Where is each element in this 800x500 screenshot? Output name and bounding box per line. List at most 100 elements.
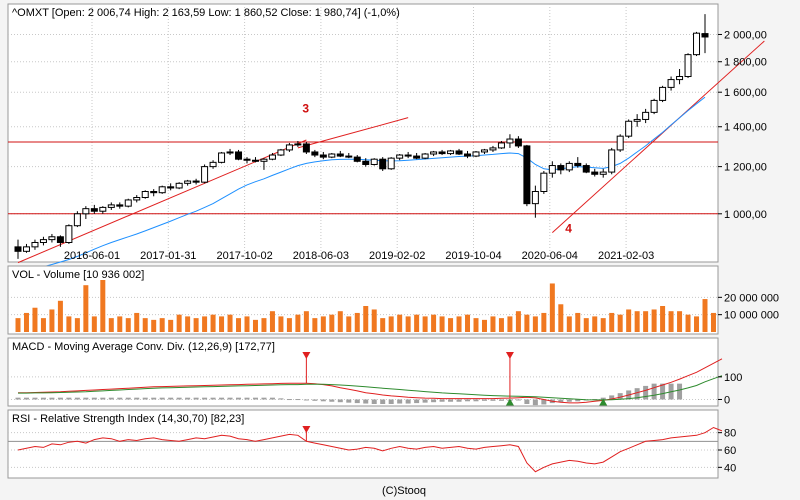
volume-bar [261, 318, 267, 332]
macd-histogram-bar [210, 397, 216, 400]
candle [116, 202, 124, 209]
candle-body [362, 160, 370, 165]
candle-body [184, 180, 192, 184]
candle [387, 157, 395, 170]
candle [404, 151, 412, 159]
volume-bar [176, 314, 182, 332]
volume-bar [702, 299, 708, 332]
macd-histogram-bar [431, 399, 437, 403]
macd-histogram-bar [354, 399, 360, 404]
volume-bar [465, 314, 471, 332]
candle-body [531, 190, 539, 205]
candle [523, 144, 531, 207]
price-ytick-label: 1 600,00 [724, 87, 767, 99]
rsi-ytick-label: 40 [724, 462, 736, 474]
candle [124, 198, 132, 208]
candle [430, 150, 438, 157]
candle-body [277, 149, 285, 156]
volume-bar [431, 314, 437, 332]
rsi-line [17, 426, 723, 473]
volume-bar [422, 316, 428, 332]
volume-bar [346, 316, 352, 332]
macd-histogram-bar [490, 399, 496, 401]
watermark: (C)Stooq [382, 485, 426, 497]
price-title: ^OMXT [Open: 2 006,74 High: 2 163,59 Low… [12, 7, 400, 19]
candle-body [497, 142, 505, 149]
macd-histogram-bar [617, 393, 623, 400]
volume-bar [380, 318, 386, 332]
macd-histogram-bar [558, 399, 564, 403]
volume-bar [168, 319, 174, 332]
price-xtick-label: 2016-06-01 [64, 250, 120, 262]
candle [107, 202, 115, 210]
volume-bar [193, 318, 199, 332]
candle [396, 154, 404, 161]
macd-histogram-bar [117, 397, 123, 400]
macd-line [18, 375, 723, 401]
volume-bar [592, 316, 598, 332]
macd-histogram-bar [575, 399, 581, 402]
macd-title: MACD - Moving Average Conv. Div. (12,26,… [12, 341, 275, 353]
candle-body [642, 111, 650, 120]
macd-histogram-bar [151, 397, 157, 400]
rsi-plot-area [7, 409, 719, 479]
macd-histogram-bar [100, 397, 106, 400]
candle [277, 148, 285, 157]
volume-bar [236, 318, 242, 332]
macd-histogram-bar [634, 388, 640, 400]
candle-body [480, 149, 488, 153]
candle [531, 185, 539, 218]
candle [328, 152, 336, 159]
volume-bar [490, 316, 496, 332]
candle [175, 182, 183, 190]
candle-body [667, 79, 675, 88]
candle-body [447, 150, 455, 155]
candle-body [31, 241, 39, 248]
volume-bar [252, 319, 258, 332]
volume-bar [295, 314, 301, 332]
trendline [297, 117, 409, 149]
candle [599, 168, 607, 178]
macd-histogram-bar [660, 383, 666, 400]
macd-histogram-bar [176, 397, 182, 400]
macd-histogram-bar [371, 399, 377, 404]
macd-histogram-bar [439, 399, 445, 402]
candle [56, 235, 64, 247]
volume-bar [354, 312, 360, 332]
macd-histogram-bar [168, 397, 174, 400]
candle-body [455, 150, 463, 155]
macd-histogram-bar [388, 399, 394, 404]
candle-body [251, 159, 259, 162]
candle-body [285, 144, 293, 151]
candle [251, 157, 259, 163]
price-xtick-label: 2019-10-04 [445, 250, 501, 262]
candle-body [396, 154, 404, 159]
candle [591, 168, 599, 177]
candle-body [582, 165, 590, 173]
volume-bar [710, 312, 716, 332]
candle-body [701, 33, 709, 38]
candle-body [353, 156, 361, 162]
candle [22, 243, 30, 253]
candle-body [464, 153, 472, 157]
macd-histogram-bar [269, 397, 275, 400]
price-xtick-label: 2019-02-02 [369, 250, 425, 262]
macd-histogram-bar [643, 385, 649, 400]
candle [345, 152, 353, 159]
volume-bar [397, 314, 403, 332]
candle [464, 150, 472, 159]
candle [158, 185, 166, 194]
volume-bar [269, 311, 275, 332]
candle-body [167, 186, 175, 189]
macd-histogram-bar [448, 399, 454, 402]
volume-bar [337, 311, 343, 332]
candle-body [591, 171, 599, 175]
volume-panel: VOL - Volume [10 936 002] 10 000 000 20 0… [7, 265, 779, 335]
macd-histogram-bar [83, 397, 89, 400]
macd-histogram-bar [66, 397, 72, 400]
candle [209, 160, 217, 169]
candle-body [523, 145, 531, 205]
macd-histogram-bar [422, 399, 428, 403]
volume-bar [227, 314, 233, 332]
candle [14, 239, 22, 259]
